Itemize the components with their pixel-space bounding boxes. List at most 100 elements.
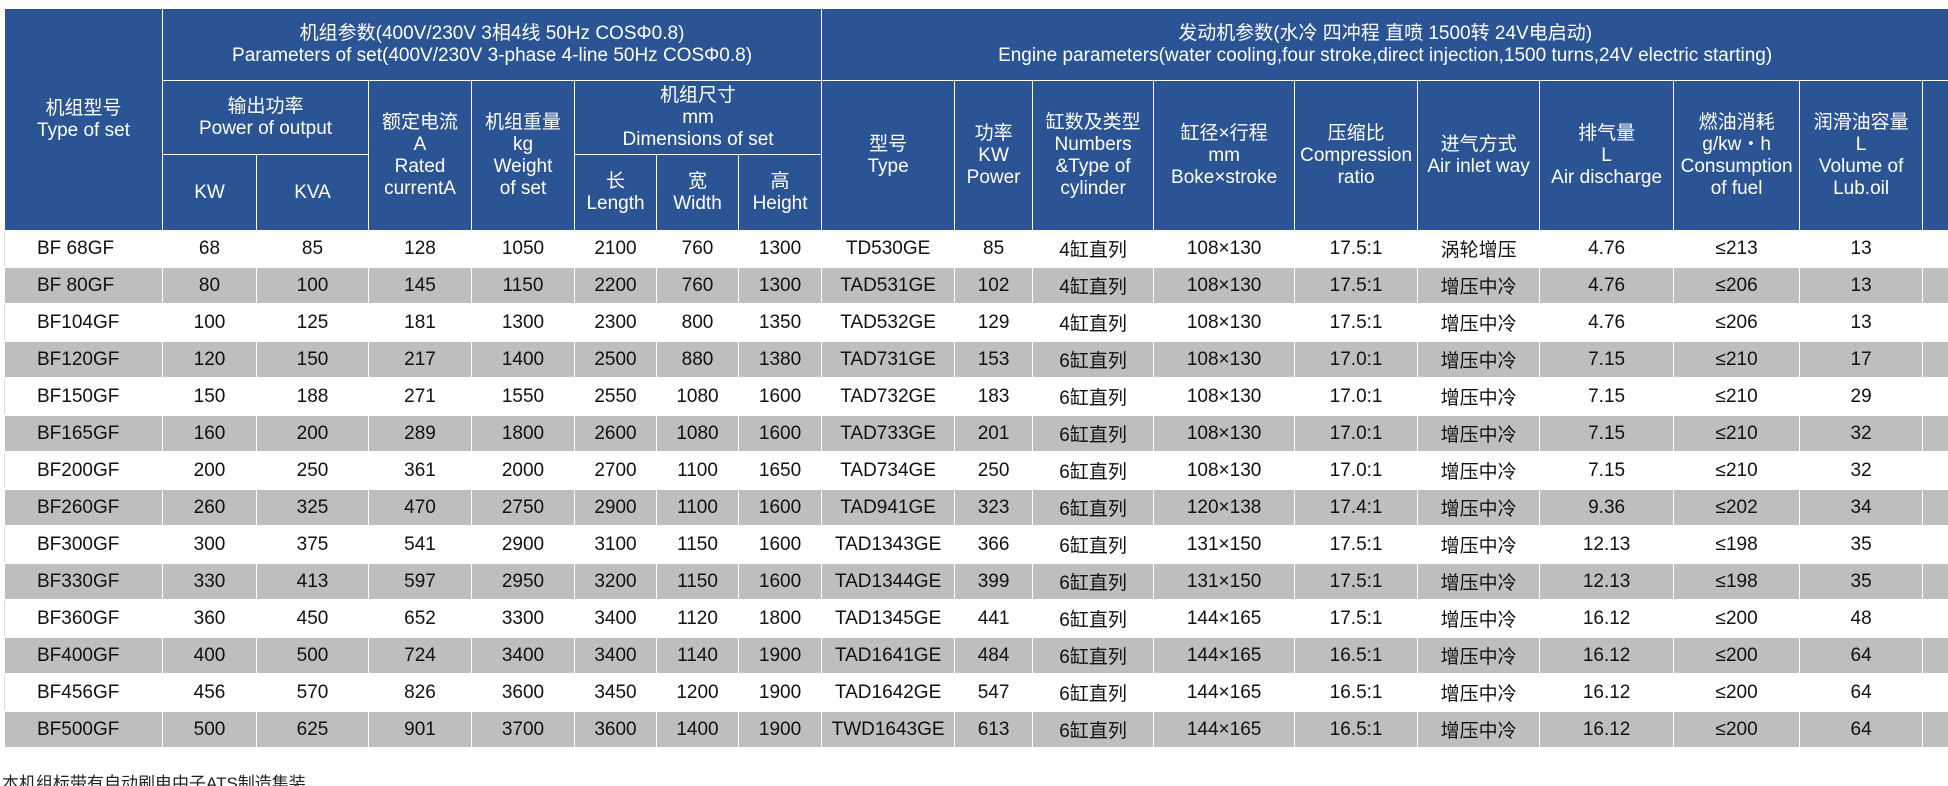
cell-discharge: 7.15 — [1540, 415, 1674, 452]
cell-rated-current: 652 — [369, 600, 472, 637]
cell-lub-oil: 29 — [1800, 378, 1923, 415]
cell-rated-current: 181 — [369, 304, 472, 341]
cell-compression: 17.0:1 — [1295, 341, 1418, 378]
cell-height: 1600 — [739, 563, 822, 600]
cell-engine-type: TAD734GE — [822, 452, 955, 489]
cell-air-inlet: 增压中冷 — [1418, 526, 1540, 563]
cell-cylinders: 6缸直列 — [1033, 674, 1154, 711]
cell-discharge: 4.76 — [1540, 267, 1674, 304]
cell-model: BF165GF — [5, 415, 163, 452]
cell-air-inlet: 增压中冷 — [1418, 674, 1540, 711]
cell-compression: 17.5:1 — [1295, 304, 1418, 341]
cell-fuel: ≤200 — [1674, 711, 1800, 748]
cell-fuel: ≤210 — [1674, 341, 1800, 378]
cell-bore-stroke: 108×130 — [1154, 452, 1295, 489]
cell-lub-oil: 64 — [1800, 711, 1923, 748]
cell-bore-stroke: 108×130 — [1154, 415, 1295, 452]
cell-bore-stroke: 131×150 — [1154, 526, 1295, 563]
cell-kw: 300 — [163, 526, 257, 563]
cell-compression: 17.5:1 — [1295, 267, 1418, 304]
cell-cut-off — [1923, 231, 1948, 268]
cell-engine-type: TAD731GE — [822, 341, 955, 378]
cell-power: 85 — [955, 231, 1033, 268]
cell-kw: 400 — [163, 637, 257, 674]
cell-weight: 1050 — [472, 231, 575, 268]
cell-cylinders: 4缸直列 — [1033, 231, 1154, 268]
cell-cut-off — [1923, 711, 1948, 748]
cell-power: 323 — [955, 489, 1033, 526]
cell-cut-off — [1923, 674, 1948, 711]
cell-kw: 260 — [163, 489, 257, 526]
cell-bore-stroke: 144×165 — [1154, 600, 1295, 637]
cell-length: 3200 — [575, 563, 657, 600]
cell-lub-oil: 32 — [1800, 415, 1923, 452]
cell-bore-stroke: 144×165 — [1154, 674, 1295, 711]
cell-width: 1150 — [657, 526, 739, 563]
cell-lub-oil: 34 — [1800, 489, 1923, 526]
cell-compression: 16.5:1 — [1295, 674, 1418, 711]
cell-kva: 125 — [257, 304, 369, 341]
cell-lub-oil: 48 — [1800, 600, 1923, 637]
cell-width: 800 — [657, 304, 739, 341]
cell-kw: 360 — [163, 600, 257, 637]
cell-kw: 456 — [163, 674, 257, 711]
cell-model: BF330GF — [5, 563, 163, 600]
cell-power: 250 — [955, 452, 1033, 489]
cell-engine-type: TAD532GE — [822, 304, 955, 341]
cell-kw: 500 — [163, 711, 257, 748]
cell-power: 183 — [955, 378, 1033, 415]
cell-cut-off — [1923, 304, 1948, 341]
cell-weight: 3300 — [472, 600, 575, 637]
cell-engine-type: TAD733GE — [822, 415, 955, 452]
header-kw: KW — [163, 155, 257, 231]
cell-rated-current: 541 — [369, 526, 472, 563]
cell-kva: 325 — [257, 489, 369, 526]
cell-engine-type: TAD1343GE — [822, 526, 955, 563]
cell-discharge: 7.15 — [1540, 341, 1674, 378]
cell-power: 441 — [955, 600, 1033, 637]
cell-engine-type: TAD1641GE — [822, 637, 955, 674]
header-cut-off — [1923, 81, 1948, 231]
cell-cut-off — [1923, 378, 1948, 415]
cell-model: BF200GF — [5, 452, 163, 489]
cell-height: 1600 — [739, 378, 822, 415]
cell-length: 2100 — [575, 231, 657, 268]
cell-rated-current: 128 — [369, 231, 472, 268]
cell-model: BF400GF — [5, 637, 163, 674]
cell-model: BF120GF — [5, 341, 163, 378]
cell-cylinders: 6缸直列 — [1033, 600, 1154, 637]
cell-discharge: 12.13 — [1540, 526, 1674, 563]
cell-cylinders: 6缸直列 — [1033, 563, 1154, 600]
cell-air-inlet: 增压中冷 — [1418, 711, 1540, 748]
cell-discharge: 4.76 — [1540, 231, 1674, 268]
cell-lub-oil: 35 — [1800, 526, 1923, 563]
cell-discharge: 12.13 — [1540, 563, 1674, 600]
cell-kva: 250 — [257, 452, 369, 489]
cell-rated-current: 597 — [369, 563, 472, 600]
cell-length: 2550 — [575, 378, 657, 415]
cell-fuel: ≤200 — [1674, 674, 1800, 711]
cell-fuel: ≤206 — [1674, 304, 1800, 341]
cell-compression: 17.0:1 — [1295, 415, 1418, 452]
footnote: 本机组标带有自动刷电中子ATS制造集装 — [2, 774, 382, 786]
cell-cut-off — [1923, 600, 1948, 637]
cell-rated-current: 724 — [369, 637, 472, 674]
cell-air-inlet: 增压中冷 — [1418, 637, 1540, 674]
cell-fuel: ≤202 — [1674, 489, 1800, 526]
cell-rated-current: 217 — [369, 341, 472, 378]
cell-compression: 16.5:1 — [1295, 711, 1418, 748]
cell-length: 2200 — [575, 267, 657, 304]
cell-power: 484 — [955, 637, 1033, 674]
cell-model: BF104GF — [5, 304, 163, 341]
cell-lub-oil: 13 — [1800, 267, 1923, 304]
cell-power: 102 — [955, 267, 1033, 304]
cell-kva: 150 — [257, 341, 369, 378]
cell-width: 1400 — [657, 711, 739, 748]
